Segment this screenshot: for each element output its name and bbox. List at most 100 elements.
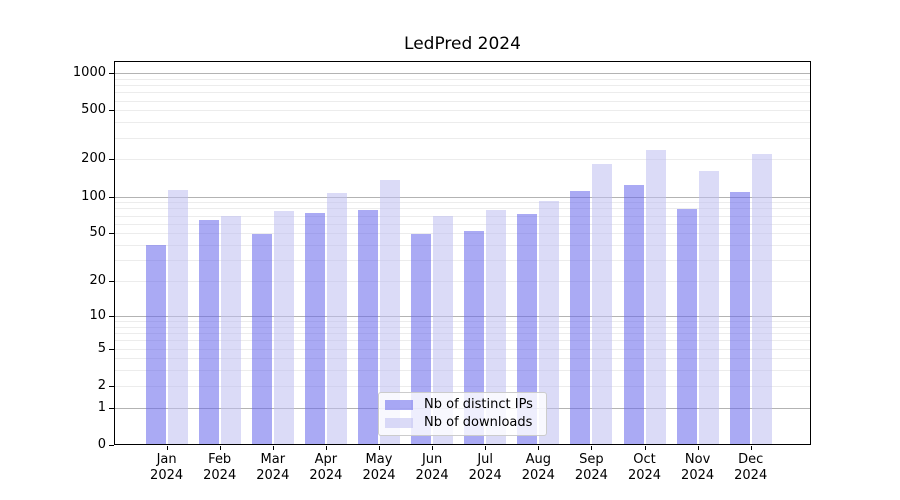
bar-apr-downloads	[326, 193, 347, 445]
x-tick-mark	[591, 446, 593, 450]
gridline-major	[114, 196, 811, 198]
y-tick-mark	[109, 407, 114, 409]
bar-may-downloads	[380, 179, 400, 445]
gridline-major	[114, 315, 811, 317]
x-tick-label-sep: Sep 2024	[574, 452, 608, 483]
bar-jan-ips	[145, 245, 166, 445]
y-tick-mark	[109, 233, 114, 235]
y-tick-mark	[109, 385, 114, 387]
x-tick-label-dec: Dec 2024	[734, 452, 768, 483]
y-tick-mark	[109, 73, 114, 74]
gridline-minor	[114, 370, 811, 372]
x-tick-mark	[538, 446, 540, 450]
gridline-minor	[114, 202, 811, 204]
x-tick-mark	[219, 446, 221, 450]
bar-nov-ips	[676, 209, 697, 445]
legend-label-distinct-ips: Nb of distinct IPs	[424, 396, 533, 412]
bar-apr-ips	[304, 212, 325, 445]
bar-aug-downloads	[539, 200, 560, 445]
bar-jul-ips	[464, 231, 485, 445]
y-tick-label: 1000	[72, 65, 106, 80]
legend-swatch-distinct-ips	[385, 399, 413, 410]
gridline-minor	[114, 100, 811, 102]
gridline-minor	[114, 159, 811, 161]
bar-mar-ips	[251, 234, 272, 445]
plot-area	[114, 61, 811, 445]
y-tick-label: 0	[97, 437, 106, 452]
x-tick-mark	[166, 446, 168, 450]
gridline-minor	[114, 78, 811, 80]
bar-mar-downloads	[273, 211, 294, 445]
y-tick-label: 1	[97, 399, 106, 415]
bar-feb-downloads	[220, 216, 241, 445]
x-tick-mark	[697, 446, 699, 450]
gridline-minor	[114, 208, 811, 210]
bar-aug-ips	[517, 214, 538, 445]
x-tick-label-apr: Apr 2024	[309, 452, 343, 483]
gridline-minor	[114, 137, 811, 139]
x-tick-mark	[644, 446, 646, 450]
gridline-minor	[114, 385, 811, 387]
x-tick-mark	[750, 446, 752, 450]
x-tick-mark	[379, 446, 380, 450]
gridline-minor	[114, 85, 811, 86]
gridline-minor	[114, 110, 811, 112]
bar-dec-ips	[729, 192, 750, 445]
y-tick-mark	[109, 281, 114, 283]
gridline-minor	[114, 260, 811, 262]
y-tick-mark	[109, 196, 114, 198]
x-tick-mark	[325, 446, 327, 450]
bar-jul-downloads	[486, 210, 507, 445]
bar-dec-downloads	[751, 154, 772, 445]
x-tick-label-may: May 2024	[362, 452, 396, 483]
gridline-minor	[114, 326, 811, 328]
gridline-minor	[114, 122, 811, 124]
legend-entry-downloads: Nb of downloads	[385, 416, 540, 432]
bar-jun-downloads	[433, 215, 454, 445]
gridline-minor	[114, 223, 811, 225]
bar-feb-ips	[198, 220, 219, 445]
x-tick-label-mar: Mar 2024	[256, 452, 290, 483]
y-tick-mark	[109, 445, 114, 446]
gridline-major	[114, 73, 811, 74]
bar-oct-ips	[623, 184, 644, 445]
gridline-minor	[114, 348, 811, 350]
y-tick-label: 20	[89, 273, 106, 289]
legend-swatch-downloads	[385, 418, 413, 429]
y-tick-label: 50	[89, 225, 106, 241]
gridline-minor	[114, 233, 811, 235]
y-tick-label: 200	[81, 151, 106, 167]
gridline-minor	[114, 340, 811, 342]
x-tick-label-feb: Feb 2024	[203, 452, 237, 483]
bar-nov-downloads	[698, 171, 719, 445]
bar-sep-ips	[570, 191, 591, 445]
x-tick-mark	[485, 446, 487, 450]
y-tick-mark	[109, 110, 114, 112]
bar-may-ips	[358, 209, 378, 445]
x-tick-label-aug: Aug 2024	[521, 452, 555, 483]
x-tick-label-jan: Jan 2024	[150, 452, 184, 483]
x-tick-mark	[272, 446, 274, 450]
gridline-minor	[114, 92, 811, 94]
legend-label-downloads: Nb of downloads	[424, 415, 533, 431]
x-tick-mark	[432, 446, 434, 450]
bar-sep-downloads	[592, 163, 613, 445]
gridline-minor	[114, 358, 811, 360]
chart-title: LedPred 2024	[404, 34, 521, 54]
y-tick-label: 10	[89, 307, 106, 323]
x-tick-label-oct: Oct 2024	[627, 452, 662, 483]
gridline-minor	[114, 333, 811, 334]
y-tick-label: 500	[81, 102, 106, 118]
gridline-minor	[114, 245, 811, 246]
y-tick-label: 5	[97, 340, 106, 356]
bar-jan-downloads	[167, 190, 188, 445]
y-tick-label: 2	[97, 377, 106, 393]
gridline-minor	[114, 215, 811, 217]
x-tick-label-jul: Jul 2024	[468, 452, 502, 483]
gridline-minor	[114, 321, 811, 322]
y-tick-mark	[109, 348, 114, 350]
x-tick-label-jun: Jun 2024	[415, 452, 449, 483]
x-tick-label-nov: Nov 2024	[681, 452, 715, 483]
legend-entry-distinct-ips: Nb of distinct IPs	[385, 397, 540, 413]
